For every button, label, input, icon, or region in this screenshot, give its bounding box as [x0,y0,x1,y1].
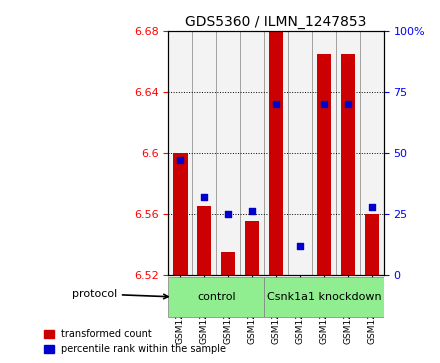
Bar [245,221,259,275]
Bar [317,54,331,275]
Point [297,242,304,248]
Bar [192,32,216,275]
Bar [293,275,307,278]
Bar [364,214,379,275]
Bar [173,153,187,275]
Point [177,158,184,163]
Bar [341,54,355,275]
Bar [216,32,240,275]
Point [368,204,375,209]
Title: GDS5360 / ILMN_1247853: GDS5360 / ILMN_1247853 [185,15,367,29]
Text: protocol: protocol [72,289,168,299]
Point [225,211,232,217]
Point [344,102,351,107]
Point [320,102,327,107]
Bar [197,206,212,275]
Legend: transformed count, percentile rank within the sample: transformed count, percentile rank withi… [40,326,230,358]
Text: control: control [197,292,235,302]
Point [272,102,279,107]
Bar [336,32,360,275]
Bar [360,32,384,275]
Bar [264,32,288,275]
Bar [269,32,283,275]
Point [249,209,256,215]
Bar [169,32,192,275]
Text: Csnk1a1 knockdown: Csnk1a1 knockdown [267,292,381,302]
FancyBboxPatch shape [169,277,264,317]
Point [201,194,208,200]
FancyBboxPatch shape [264,277,384,317]
Bar [288,32,312,275]
Bar [240,32,264,275]
Bar [312,32,336,275]
Bar [221,252,235,275]
